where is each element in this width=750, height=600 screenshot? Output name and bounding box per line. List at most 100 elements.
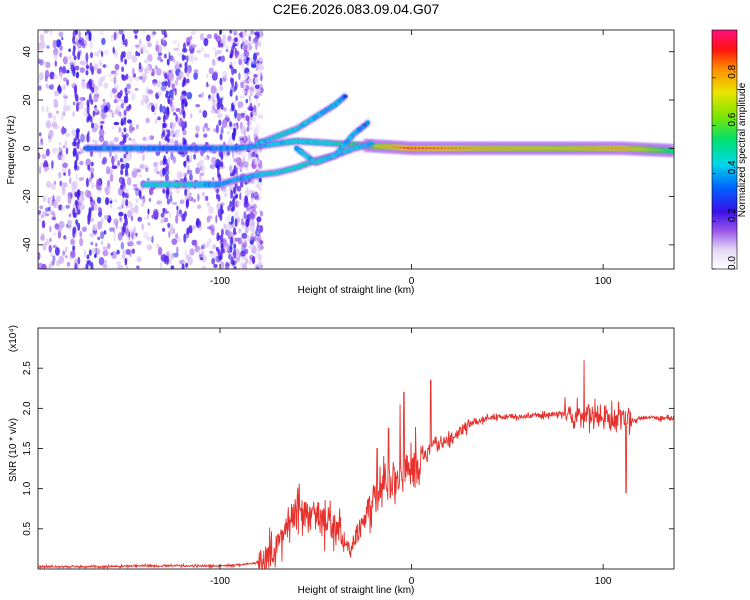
x-tick-label: -100 (210, 576, 230, 587)
colorbar-tick-label: 0.8 (727, 64, 738, 78)
heatmap-noise-cell (173, 47, 180, 51)
heatmap-noise-cell (38, 77, 41, 84)
heatmap-noise-cell (75, 219, 79, 225)
heatmap-noise-cell (120, 169, 124, 176)
heatmap-noise-cell (102, 158, 106, 165)
heatmap-noise-cell (93, 203, 98, 211)
heatmap-noise-cell (147, 135, 151, 141)
heatmap-noise-cell (233, 68, 237, 74)
heatmap-noise-cell (254, 157, 259, 166)
heatmap-noise-cell (45, 83, 49, 89)
heatmap-noise-cell (79, 230, 83, 238)
heatmap-noise-cell (179, 172, 186, 177)
heatmap-noise-cell (243, 134, 246, 141)
heatmap-noise-cell (259, 224, 264, 233)
heatmap-noise-cell (226, 130, 230, 135)
heatmap-noise-cell (48, 244, 52, 253)
heatmap-noise-cell (232, 204, 236, 212)
heatmap-noise-cell (245, 188, 252, 193)
heatmap-noise-cell (171, 68, 174, 74)
heatmap-noise-cell (91, 247, 97, 254)
heatmap-noise-cell (258, 193, 262, 202)
heatmap-noise-cell (76, 189, 80, 199)
heatmap-noise-cell (64, 140, 68, 148)
heatmap-noise-cell (191, 225, 196, 230)
heatmap-noise-cell (118, 30, 124, 35)
heatmap-noise-cell (243, 44, 248, 52)
heatmap-noise-cell (59, 52, 62, 58)
heatmap-noise-cell (102, 264, 108, 269)
heatmap-noise-cell (93, 51, 100, 57)
heatmap-noise-cell (188, 192, 192, 196)
heatmap-noise-cell (160, 218, 165, 224)
heatmap-noise-cell (198, 249, 201, 255)
heatmap-noise-cell (84, 189, 90, 198)
heatmap-noise-cell (96, 178, 102, 188)
heatmap-noise-cell (206, 81, 209, 88)
heatmap-noise-cell (208, 237, 212, 245)
heatmap-noise-cell (61, 126, 65, 135)
heatmap-noise-cell (86, 254, 90, 260)
heatmap-noise-cell (42, 195, 47, 203)
heatmap-noise-cell (230, 236, 234, 246)
heatmap-noise-cell (250, 198, 254, 203)
heatmap-noise-cell (242, 156, 245, 164)
heatmap-noise-cell (167, 79, 171, 88)
heatmap-noise-cell (75, 208, 81, 215)
y-tick-label: 2.0 (22, 401, 33, 415)
heatmap-noise-cell (64, 255, 68, 259)
heatmap-noise-cell (74, 84, 78, 94)
heatmap-noise-cell (45, 207, 50, 212)
heatmap-noise-cell (199, 109, 202, 114)
heatmap-noise-cell (103, 105, 109, 113)
heatmap-noise-cell (207, 53, 210, 58)
heatmap-noise-cell (175, 107, 181, 112)
heatmap-noise-cell (50, 183, 57, 191)
heatmap-noise-cell (39, 33, 45, 42)
heatmap-noise-cell (185, 262, 189, 268)
heatmap-noise-cell (116, 249, 120, 255)
heatmap-noise-cell (72, 130, 76, 136)
heatmap-noise-cell (241, 198, 245, 202)
heatmap-noise-cell (111, 112, 115, 118)
heatmap-noise-cell (244, 248, 249, 255)
heatmap-noise-cell (61, 36, 64, 41)
heatmap-noise-cell (84, 31, 87, 36)
heatmap-noise-cell (60, 205, 66, 212)
heatmap-noise-cell (99, 120, 105, 124)
heatmap-noise-cell (151, 105, 155, 113)
heatmap-noise-cell (221, 186, 227, 193)
heatmap-noise-cell (168, 72, 174, 81)
heatmap-noise-cell (243, 211, 247, 220)
heatmap-noise-cell (46, 180, 52, 189)
heatmap-noise-cell (79, 203, 85, 211)
heatmap-noise-cell (75, 102, 79, 112)
heatmap-noise-cell (77, 45, 80, 52)
heatmap-noise-cell (186, 55, 189, 63)
heatmap-noise-cell (86, 132, 90, 143)
bottom-y-label: SNR (10 * v/v) (8, 418, 19, 482)
heatmap-noise-cell (118, 211, 124, 217)
heatmap-noise-cell (156, 45, 162, 54)
heatmap-noise-cell (60, 112, 64, 122)
heatmap-noise-cell (136, 240, 142, 245)
heatmap-noise-cell (58, 31, 64, 38)
heatmap-noise-cell (80, 133, 85, 143)
heatmap-noise-cell (132, 67, 135, 75)
heatmap-noise-cell (238, 58, 243, 66)
heatmap-noise-cell (43, 60, 46, 68)
heatmap-noise-cell (113, 99, 118, 104)
heatmap-noise-cell (113, 121, 120, 126)
snr-panel: -100 0 100 0.5 1.0 1.5 2.0 2.5 Height of strai… (8, 325, 675, 596)
heatmap-noise-cell (217, 249, 221, 256)
heatmap-noise-cell (39, 205, 44, 209)
heatmap-noise-cell (237, 101, 244, 108)
heatmap-noise-cell (75, 153, 79, 162)
heatmap-noise-cell (194, 239, 198, 248)
heatmap-noise-cell (146, 103, 152, 110)
heatmap-noise-cell (249, 85, 255, 92)
heatmap-noise-cell (172, 40, 178, 44)
heatmap-noise-cell (119, 215, 123, 221)
heatmap-noise-cell (87, 164, 91, 171)
x-tick-label: 0 (409, 276, 415, 287)
